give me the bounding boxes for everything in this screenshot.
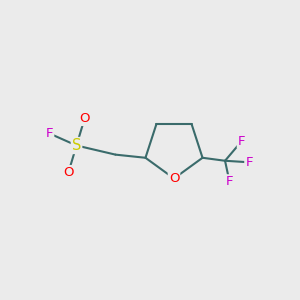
Text: F: F bbox=[245, 156, 253, 169]
Text: F: F bbox=[226, 175, 233, 188]
Text: O: O bbox=[169, 172, 179, 185]
Text: O: O bbox=[63, 166, 74, 179]
Text: O: O bbox=[79, 112, 90, 125]
Text: S: S bbox=[72, 138, 81, 153]
Text: F: F bbox=[46, 127, 53, 140]
Text: F: F bbox=[238, 135, 245, 148]
